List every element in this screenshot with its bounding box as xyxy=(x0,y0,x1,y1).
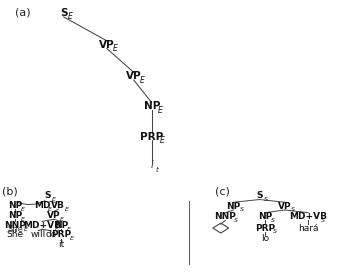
Text: i: i xyxy=(150,160,153,171)
Text: MD: MD xyxy=(34,201,50,210)
Text: E: E xyxy=(158,106,163,115)
Text: do: do xyxy=(45,230,57,239)
Text: lo: lo xyxy=(261,234,269,243)
Text: PRP: PRP xyxy=(255,224,275,233)
Text: NP: NP xyxy=(227,201,241,211)
Text: S: S xyxy=(273,229,277,234)
Text: E: E xyxy=(21,217,25,222)
Text: NP: NP xyxy=(144,101,160,112)
Text: NP: NP xyxy=(8,211,22,220)
Text: NNP: NNP xyxy=(214,212,236,221)
Text: NP: NP xyxy=(54,221,68,230)
Text: E: E xyxy=(21,207,25,212)
Text: E: E xyxy=(67,227,71,232)
Text: S: S xyxy=(240,208,244,213)
Text: She: She xyxy=(6,230,23,239)
Text: S: S xyxy=(256,191,263,200)
Text: E: E xyxy=(68,12,73,22)
Text: VB: VB xyxy=(51,201,65,210)
Text: S: S xyxy=(271,218,275,223)
Text: NNP: NNP xyxy=(4,221,26,230)
Text: MD+VB: MD+VB xyxy=(23,221,61,230)
Text: (c): (c) xyxy=(215,187,230,197)
Text: VP: VP xyxy=(126,71,142,81)
Text: (b): (b) xyxy=(3,187,18,197)
Text: it: it xyxy=(58,240,64,249)
Text: S: S xyxy=(234,218,238,223)
Text: S: S xyxy=(44,191,51,200)
Text: E: E xyxy=(60,217,64,222)
Text: She: She xyxy=(7,225,23,235)
Text: VP: VP xyxy=(278,201,292,211)
Text: E: E xyxy=(113,44,118,53)
Text: hará: hará xyxy=(298,224,318,233)
Text: E: E xyxy=(51,197,55,202)
Text: NP: NP xyxy=(8,201,22,210)
Text: (a): (a) xyxy=(15,7,31,18)
Text: MD+VB: MD+VB xyxy=(289,212,327,221)
Text: E: E xyxy=(23,227,27,232)
Text: E: E xyxy=(160,136,165,145)
Text: E: E xyxy=(64,207,68,212)
Text: PRP: PRP xyxy=(140,132,164,142)
Text: S: S xyxy=(264,197,268,202)
Text: S: S xyxy=(60,8,68,18)
Text: NP: NP xyxy=(258,212,272,221)
Text: E: E xyxy=(140,76,145,84)
Text: VP: VP xyxy=(47,211,61,220)
Text: VP: VP xyxy=(99,40,114,50)
Text: will: will xyxy=(31,230,46,239)
Text: E: E xyxy=(55,227,58,232)
Text: S: S xyxy=(291,208,295,213)
Text: E: E xyxy=(69,236,73,241)
Text: PRP: PRP xyxy=(51,230,71,239)
Text: t: t xyxy=(155,167,158,173)
Text: E: E xyxy=(48,207,52,212)
Text: S: S xyxy=(321,218,325,223)
